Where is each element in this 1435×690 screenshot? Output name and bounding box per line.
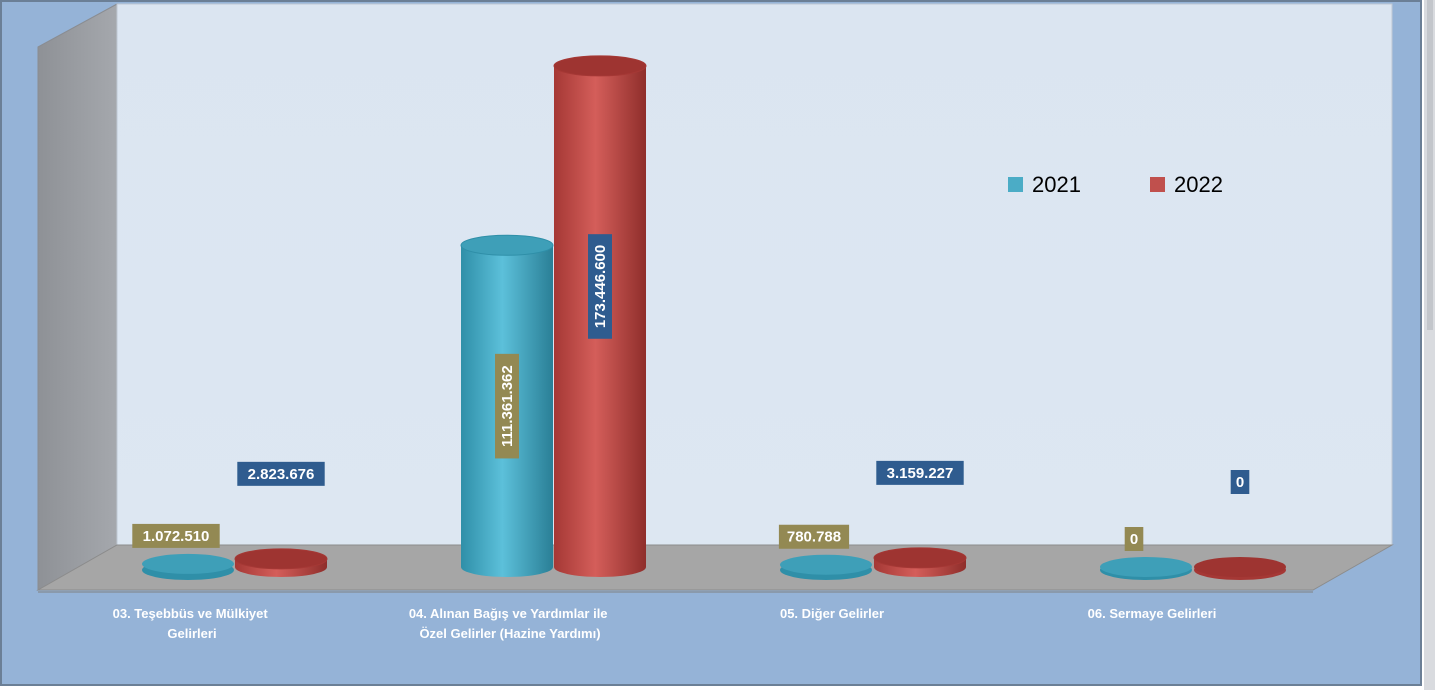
bar-2021-3 xyxy=(780,554,872,580)
data-label: 1.072.510 xyxy=(132,523,220,548)
bar-2022-3 xyxy=(873,547,967,577)
data-label: 3.159.227 xyxy=(876,460,964,485)
data-label: 111.361.362 xyxy=(495,353,519,459)
category-label: 04. Alınan Bağış ve Yardımlar ile Özel G… xyxy=(409,606,611,641)
category-label: 05. Diğer Gelirler xyxy=(780,606,884,621)
bar-top xyxy=(142,553,234,574)
scrollbar-thumb[interactable] xyxy=(1427,0,1433,330)
data-label: 0 xyxy=(1230,470,1250,494)
bar-top xyxy=(780,554,872,575)
bar-2021-1 xyxy=(142,553,234,580)
bar-top xyxy=(553,55,647,77)
bar-top xyxy=(873,547,967,569)
legend: 2021 2022 xyxy=(1008,172,1223,197)
legend-label-2022: 2022 xyxy=(1174,172,1223,197)
svg-text:0: 0 xyxy=(1236,474,1244,491)
bar-top xyxy=(1194,557,1286,577)
data-label: 2.823.676 xyxy=(237,461,325,486)
svg-text:780.788: 780.788 xyxy=(787,529,841,546)
svg-text:0: 0 xyxy=(1130,531,1138,548)
scrollbar-track[interactable] xyxy=(1424,0,1435,690)
data-label: 0 xyxy=(1124,527,1144,551)
legend-swatch-2022 xyxy=(1150,177,1165,192)
category-label: 06. Sermaye Gelirleri xyxy=(1088,606,1217,621)
bar-2022-1 xyxy=(234,548,328,577)
left-side-wall xyxy=(37,3,118,591)
bar-top xyxy=(234,548,328,570)
svg-text:3.159.227: 3.159.227 xyxy=(887,465,954,482)
legend-swatch-2021 xyxy=(1008,177,1023,192)
svg-text:1.072.510: 1.072.510 xyxy=(143,528,210,545)
category-label: 03. Teşebbüs ve Mülkiyet Gelirleri xyxy=(113,606,272,641)
bar-2022-4 xyxy=(1194,557,1286,580)
svg-text:111.361.362: 111.361.362 xyxy=(499,365,516,447)
floor xyxy=(36,544,1394,591)
data-label: 173.446.600 xyxy=(588,234,612,339)
svg-text:2.823.676: 2.823.676 xyxy=(248,466,315,483)
bar-2021-4 xyxy=(1100,557,1192,580)
data-label: 780.788 xyxy=(778,524,850,549)
legend-label-2021: 2021 xyxy=(1032,172,1081,197)
bar-top xyxy=(460,234,554,256)
bar-top xyxy=(1100,557,1192,577)
svg-text:173.446.600: 173.446.600 xyxy=(592,245,609,328)
